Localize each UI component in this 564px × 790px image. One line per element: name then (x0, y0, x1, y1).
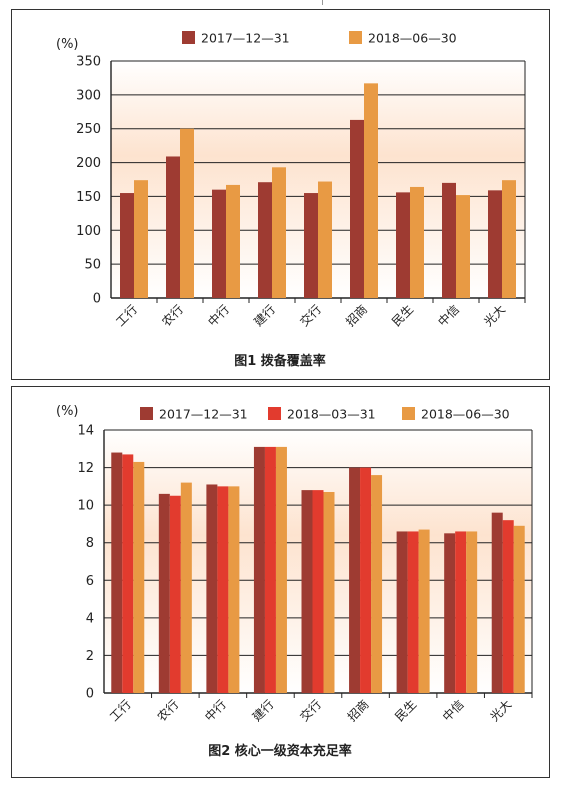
bar-交行-series-1 (301, 490, 313, 693)
legend-swatch (140, 407, 153, 420)
bar-民生-series-2 (410, 186, 424, 298)
bar-工行-series-3 (133, 461, 145, 693)
legend-label: 2018—06—30 (421, 407, 510, 422)
bar-民生-series-3 (418, 529, 430, 693)
chart-panel-provision-coverage: 0 50 100 150 200 250 300 350 工行 农行 中行 建行 交行 招商 民生 中信 光大 2… (11, 9, 550, 380)
bar-中行-series-3 (228, 486, 240, 693)
x-category-label: 中信 (439, 697, 467, 725)
x-category-label: 工行 (107, 697, 134, 724)
bar-民生-series-2 (407, 531, 419, 693)
bar-光大-series-1 (488, 190, 502, 298)
y-tick-label: 150 (76, 190, 101, 205)
chart-panel-core-tier1-ratio: 0 2 4 6 8 10 12 14 工行 农行 中行 建行 交行 招商 民生 中信 光大 2017—12—31 2… (11, 386, 550, 778)
legend-swatch (268, 407, 281, 420)
bar-中信-series-3 (466, 531, 478, 693)
top-edge-mark (322, 0, 323, 5)
legend-label: 2017—12—31 (159, 407, 248, 422)
y-tick-label: 350 (76, 55, 101, 70)
y-tick-label: 6 (86, 574, 94, 589)
y-tick-label: 2 (86, 649, 94, 664)
bar-民生-series-1 (396, 531, 408, 693)
bar-工行-series-1 (120, 193, 134, 298)
bar-中行-series-2 (217, 486, 229, 693)
legend-swatch (182, 31, 195, 44)
y-tick-label: 8 (86, 536, 94, 551)
x-category-label: 中行 (205, 302, 233, 330)
bar-建行-series-2 (264, 446, 276, 693)
bar-工行-series-2 (134, 180, 148, 298)
bar-中信-series-2 (455, 531, 467, 693)
y-tick-label: 0 (86, 687, 94, 702)
bar-农行-series-3 (180, 482, 192, 693)
x-category-label: 交行 (297, 302, 325, 330)
y-tick-label: 14 (77, 424, 94, 439)
bar-中信-series-1 (444, 533, 456, 693)
legend-label: 2018—03—31 (287, 407, 376, 422)
x-category-label: 农行 (159, 302, 186, 329)
bar-光大-series-1 (491, 512, 503, 693)
bar-中信-series-1 (442, 182, 456, 298)
y-tick-label: 50 (84, 258, 101, 273)
x-category-label: 光大 (481, 302, 508, 329)
bar-农行-series-2 (180, 128, 194, 298)
x-category-label: 招商 (344, 697, 372, 725)
bar-交行-series-3 (323, 491, 335, 693)
x-category-label: 工行 (113, 302, 140, 329)
legend-swatch (402, 407, 415, 420)
y-tick-label: 10 (77, 499, 94, 514)
bar-民生-series-1 (396, 192, 410, 298)
chart-caption: 图2 核心一级资本充足率 (208, 743, 352, 759)
bar-农行-series-2 (169, 495, 181, 693)
x-category-label: 建行 (251, 302, 278, 329)
bar-交行-series-2 (312, 490, 324, 693)
x-category-label: 光大 (487, 697, 514, 724)
legend-label: 2018—06—30 (368, 31, 457, 46)
bar-交行-series-1 (304, 193, 318, 298)
bar-中行-series-1 (206, 484, 218, 693)
bar-建行-series-1 (258, 182, 272, 298)
x-category-label: 招商 (343, 302, 371, 330)
bar-中行-series-2 (226, 184, 240, 298)
unit-label: (%) (56, 404, 79, 419)
bar-招商-series-2 (360, 467, 372, 693)
unit-label: (%) (56, 37, 79, 52)
x-category-label: 建行 (250, 697, 277, 724)
bar-建行-series-1 (253, 446, 265, 693)
y-tick-label: 0 (93, 292, 101, 307)
bar-工行-series-1 (111, 452, 123, 693)
bar-建行-series-3 (275, 446, 287, 693)
bar-农行-series-1 (166, 156, 180, 298)
y-tick-label: 250 (76, 122, 101, 137)
x-category-label: 民生 (392, 697, 419, 724)
x-category-label: 交行 (297, 697, 325, 725)
x-category-label: 中行 (201, 697, 229, 725)
bar-招商-series-1 (350, 119, 364, 298)
bar-招商-series-3 (371, 475, 383, 693)
bar-招商-series-2 (364, 83, 378, 299)
x-category-label: 民生 (389, 302, 416, 329)
bar-工行-series-2 (122, 454, 134, 693)
y-tick-label: 12 (77, 461, 94, 476)
x-category-label: 农行 (155, 697, 182, 724)
bar-农行-series-1 (158, 493, 170, 693)
legend-swatch (349, 31, 362, 44)
bar-招商-series-1 (349, 467, 361, 693)
bar-光大-series-3 (513, 525, 525, 693)
bar-光大-series-2 (502, 180, 516, 298)
y-tick-label: 200 (76, 156, 101, 171)
chart-provision-coverage-svg: 0 50 100 150 200 250 300 350 工行 农行 中行 建行 交行 招商 民生 中信 光大 2… (56, 31, 526, 369)
y-tick-label: 4 (86, 611, 94, 626)
x-category-label: 中信 (435, 302, 463, 330)
bar-光大-series-2 (502, 520, 514, 693)
legend-label: 2017—12—31 (201, 31, 290, 46)
y-tick-label: 300 (76, 88, 101, 103)
bar-交行-series-2 (318, 181, 332, 298)
y-tick-label: 100 (76, 224, 101, 239)
chart-core-tier1-ratio-svg: 0 2 4 6 8 10 12 14 工行 农行 中行 建行 交行 招商 民生 中信 光大 2017—12—31 2… (56, 404, 533, 759)
bar-中信-series-2 (456, 195, 470, 298)
bar-中行-series-1 (212, 189, 226, 298)
chart-caption: 图1 拨备覆盖率 (234, 353, 326, 369)
bar-建行-series-2 (272, 167, 286, 298)
